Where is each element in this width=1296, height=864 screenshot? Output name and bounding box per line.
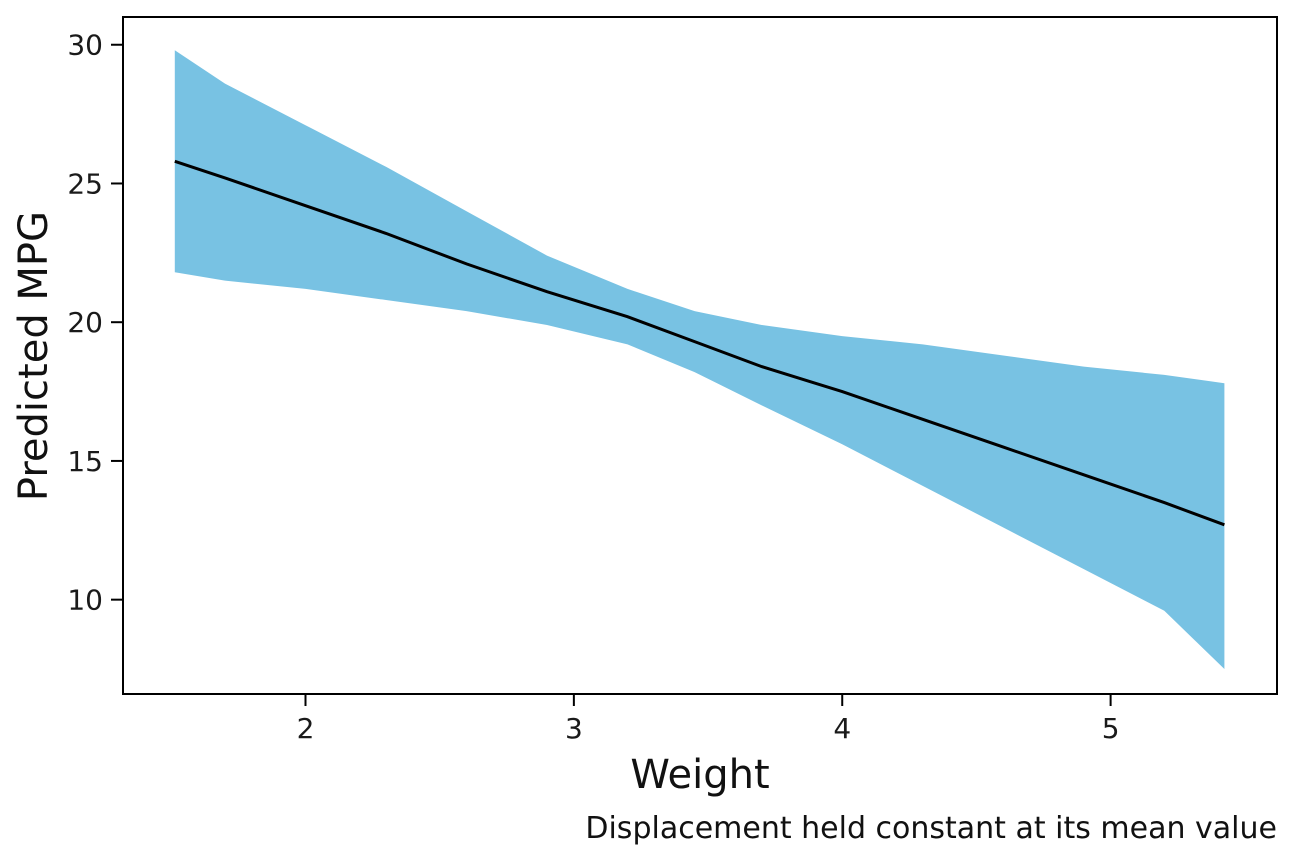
panel-border <box>122 16 1278 695</box>
caption: Displacement held constant at its mean v… <box>585 811 1277 846</box>
y-axis: 10 15 20 25 30 <box>67 29 123 617</box>
x-tick-label: 2 <box>297 712 315 745</box>
x-tick-label: 5 <box>1102 712 1120 745</box>
x-tick-label: 3 <box>565 712 583 745</box>
plot-area <box>174 50 1225 670</box>
y-tick-label: 25 <box>67 167 103 200</box>
fit-line <box>174 159 1225 527</box>
confidence-band <box>174 50 1225 670</box>
y-tick-label: 10 <box>67 584 103 617</box>
x-axis: 2 3 4 5 <box>297 694 1120 745</box>
x-axis-title: Weight <box>630 752 769 798</box>
x-tick-label: 4 <box>833 712 851 745</box>
y-axis-title: Predicted MPG <box>11 211 57 501</box>
y-tick-label: 15 <box>67 445 103 478</box>
y-tick-label: 30 <box>67 29 103 62</box>
y-tick-label: 20 <box>67 306 103 339</box>
